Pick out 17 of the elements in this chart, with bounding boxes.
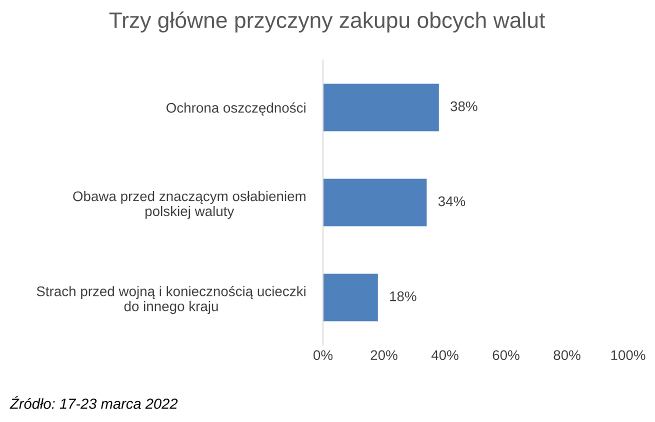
data-label: 38% — [450, 101, 478, 112]
bar — [323, 178, 427, 226]
y-tick-label: Ochrona oszczędności — [166, 102, 306, 116]
y-tick-label: Strach przed wojną i koniecznością ucieczki do innego kraju — [36, 286, 306, 314]
y-tick-label: Obawa przed znaczącym osłabieniem polskiej waluty — [73, 190, 306, 219]
x-tick-label: 80% — [554, 350, 580, 360]
x-tick-label: 60% — [492, 350, 520, 360]
x-tick-label: 100% — [611, 350, 646, 360]
bar — [323, 84, 439, 132]
chart-title: Trzy główne przyczyny zakupu obcych walut — [109, 12, 546, 32]
x-tick-label: 40% — [431, 350, 458, 360]
text: Źródło: 17-23 marca 2022 — [10, 396, 178, 409]
bar — [323, 274, 378, 322]
x-tick-label: 0% — [314, 350, 333, 360]
data-label: 34% — [438, 196, 466, 206]
data-label: 18% — [390, 291, 416, 302]
x-tick-label: 20% — [370, 350, 398, 360]
